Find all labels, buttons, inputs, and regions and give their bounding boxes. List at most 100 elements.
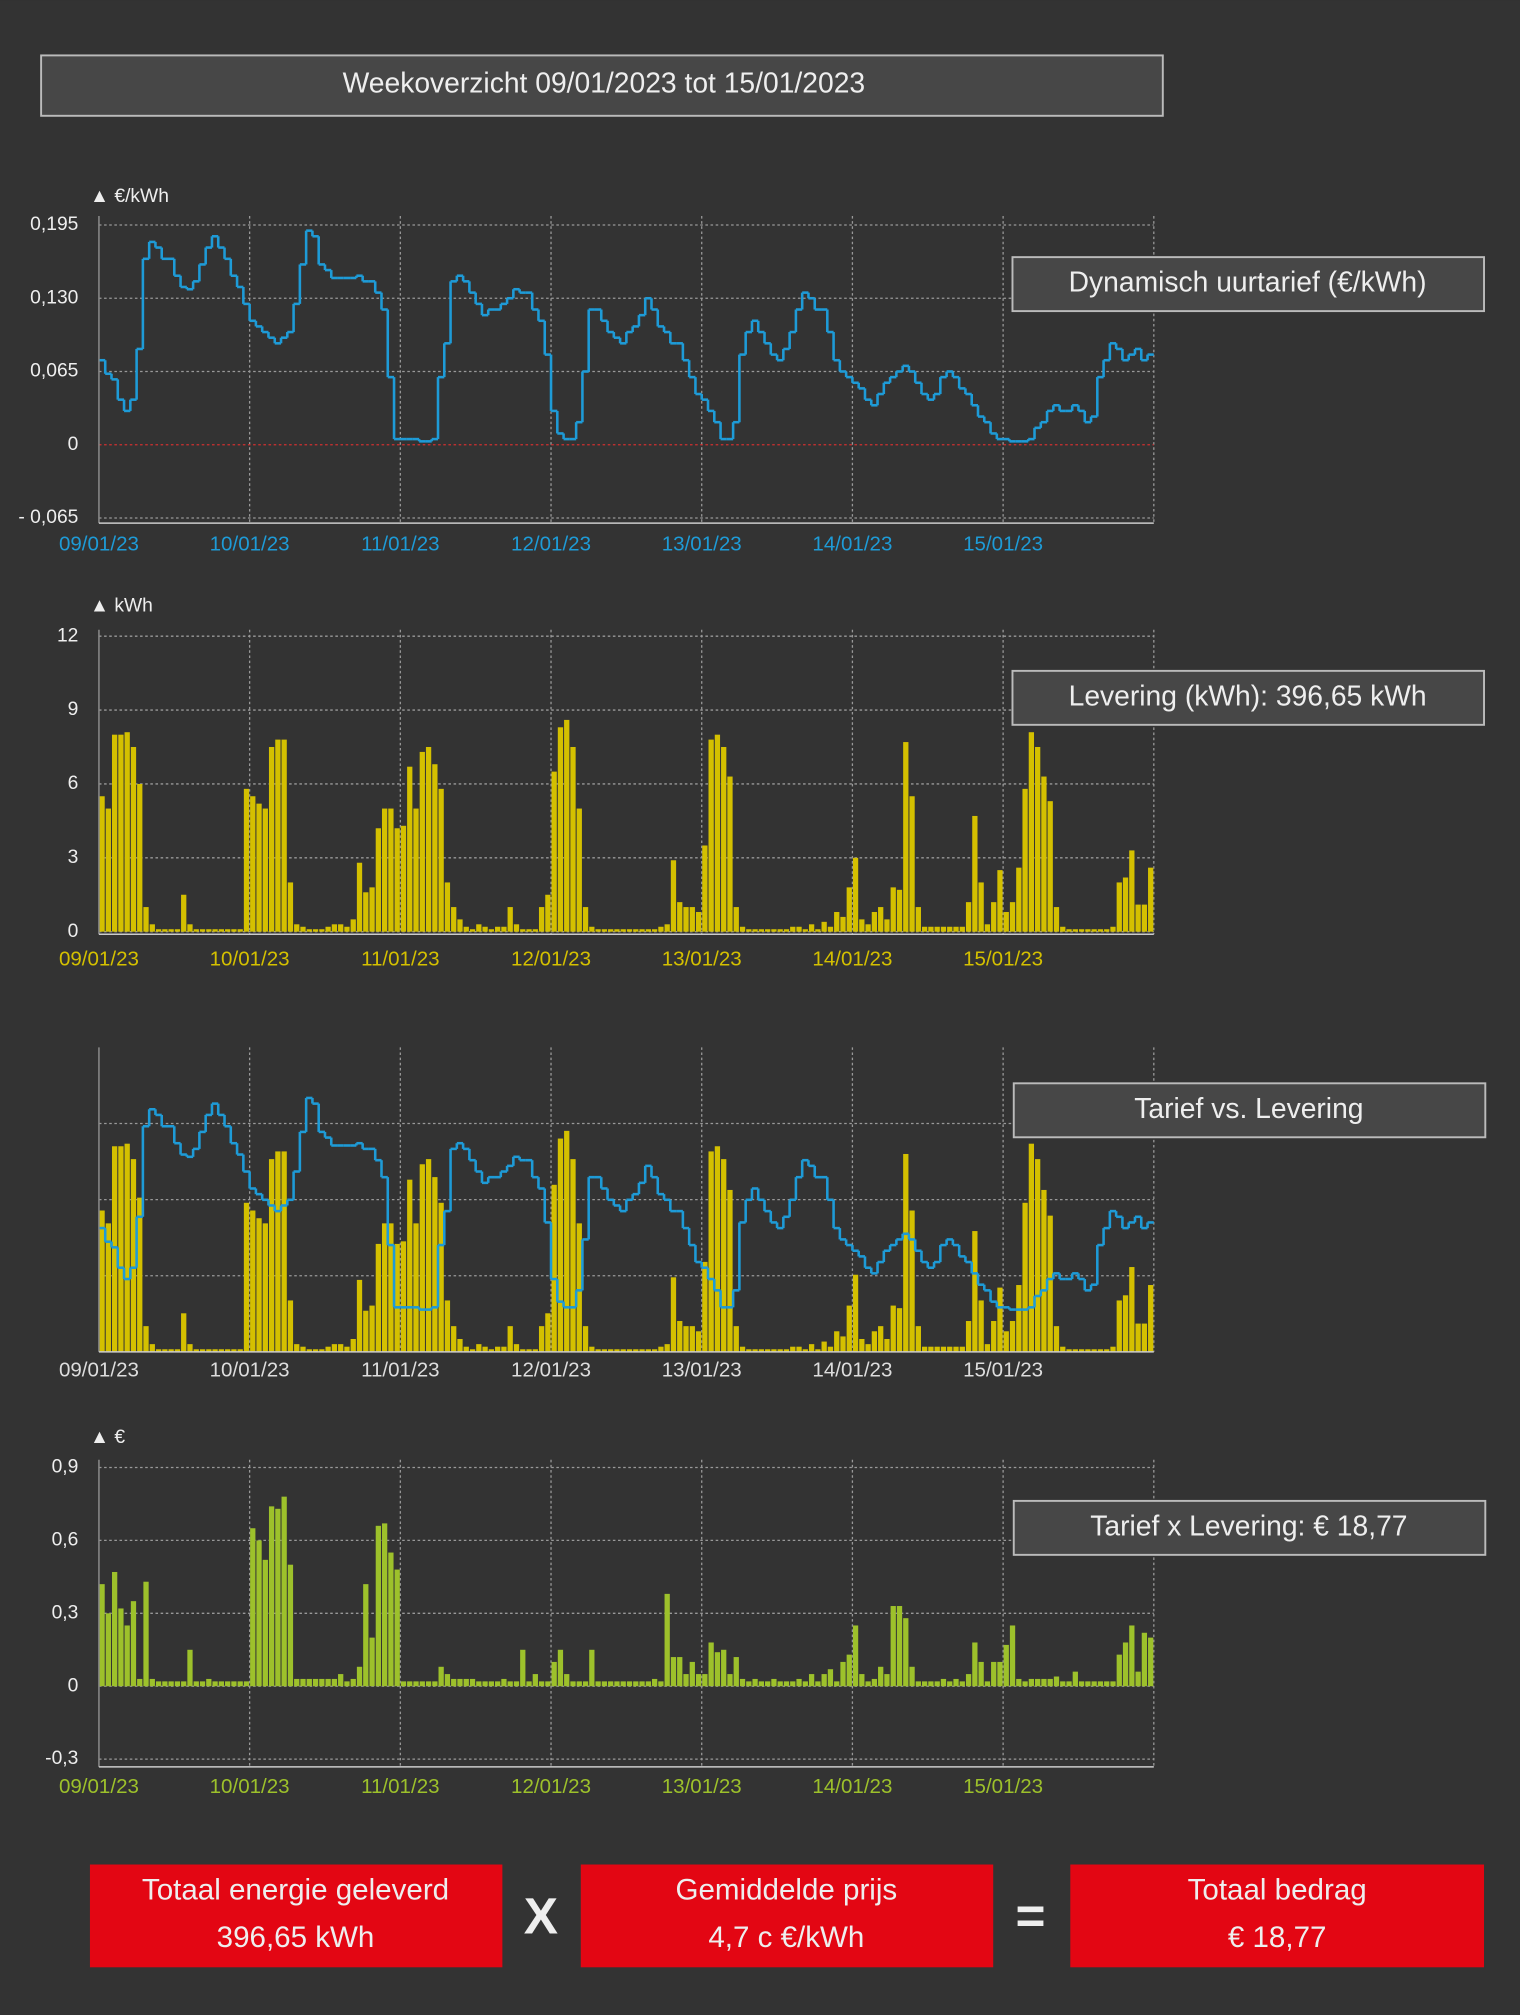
bar bbox=[1028, 732, 1035, 932]
bar bbox=[206, 1349, 212, 1352]
bar bbox=[218, 1349, 225, 1352]
bar bbox=[903, 1153, 909, 1352]
bar bbox=[438, 1666, 444, 1687]
bar bbox=[1141, 1323, 1148, 1352]
bar bbox=[928, 1681, 934, 1687]
bar bbox=[451, 1326, 457, 1352]
bar bbox=[551, 771, 557, 932]
bar bbox=[576, 1681, 582, 1687]
bar bbox=[237, 1681, 243, 1687]
bar bbox=[124, 1143, 130, 1352]
bar bbox=[871, 1331, 878, 1352]
bar bbox=[589, 1649, 595, 1687]
bar bbox=[300, 926, 306, 932]
bar bbox=[256, 1540, 262, 1687]
bar bbox=[595, 1349, 601, 1352]
bar bbox=[551, 1661, 557, 1687]
bar bbox=[432, 1177, 438, 1352]
bar bbox=[375, 1525, 381, 1687]
bar bbox=[344, 1681, 350, 1687]
bar bbox=[878, 1666, 884, 1687]
bar bbox=[771, 1349, 777, 1352]
bar bbox=[777, 1349, 783, 1352]
bar bbox=[664, 1344, 670, 1352]
bar bbox=[852, 1274, 859, 1352]
bar bbox=[765, 1349, 771, 1352]
y-tick-label: 0 bbox=[68, 1675, 79, 1696]
bar bbox=[934, 926, 940, 932]
y-tick-label: 9 bbox=[68, 699, 79, 720]
bar bbox=[432, 764, 438, 932]
summary-label: Totaal bedrag bbox=[1188, 1873, 1367, 1906]
bar bbox=[570, 746, 576, 932]
bar bbox=[840, 1661, 846, 1687]
bar bbox=[488, 929, 495, 932]
bar bbox=[476, 924, 482, 932]
bar bbox=[375, 828, 381, 932]
bar bbox=[394, 1243, 400, 1352]
x-tick-label: 10/01/23 bbox=[210, 1359, 290, 1382]
bar bbox=[1085, 1681, 1091, 1687]
bar bbox=[984, 924, 991, 932]
bar bbox=[1060, 1346, 1066, 1352]
bar bbox=[287, 1300, 294, 1352]
x-tick-label: 14/01/23 bbox=[812, 1359, 892, 1382]
y-tick-label: 12 bbox=[57, 625, 78, 646]
bar bbox=[105, 1223, 111, 1352]
bar bbox=[118, 1146, 124, 1352]
bar bbox=[338, 1344, 344, 1352]
bar bbox=[626, 929, 633, 932]
operator: X bbox=[524, 1886, 558, 1944]
bar bbox=[1066, 1349, 1072, 1352]
bar bbox=[369, 887, 375, 932]
bar bbox=[319, 1349, 325, 1352]
bar bbox=[1066, 929, 1072, 932]
x-tick-label: 12/01/23 bbox=[511, 947, 591, 970]
bar bbox=[972, 1231, 978, 1352]
bar bbox=[1129, 850, 1135, 932]
bar bbox=[1148, 867, 1154, 932]
bar bbox=[99, 796, 105, 932]
bar bbox=[451, 907, 457, 932]
bar bbox=[752, 1349, 758, 1352]
bar bbox=[507, 907, 513, 932]
bar bbox=[620, 929, 626, 932]
bar bbox=[695, 911, 702, 932]
bar bbox=[909, 1210, 915, 1352]
chart-title: Dynamisch uurtarief (€/kWh) bbox=[1069, 266, 1427, 298]
bar bbox=[695, 1674, 702, 1687]
bar bbox=[557, 727, 564, 932]
bar bbox=[702, 845, 708, 932]
bar bbox=[331, 1344, 338, 1352]
bar bbox=[771, 929, 777, 932]
bar bbox=[1129, 1625, 1135, 1687]
bar bbox=[137, 783, 143, 932]
bar bbox=[677, 902, 683, 932]
bar bbox=[225, 1349, 231, 1352]
bar bbox=[714, 1652, 721, 1687]
bar bbox=[651, 929, 658, 932]
bar bbox=[997, 1287, 1003, 1352]
bar bbox=[1097, 1349, 1104, 1352]
bar bbox=[350, 919, 356, 932]
bar bbox=[865, 924, 871, 932]
bar bbox=[1110, 926, 1116, 932]
bar bbox=[268, 746, 275, 932]
bar bbox=[130, 1601, 137, 1687]
bar bbox=[1028, 1143, 1035, 1352]
bar bbox=[890, 1305, 896, 1352]
bar bbox=[896, 1308, 903, 1352]
bar bbox=[765, 1681, 771, 1687]
bar bbox=[915, 907, 921, 932]
bar bbox=[1091, 1681, 1097, 1687]
bar bbox=[507, 1681, 513, 1687]
bar bbox=[532, 1349, 538, 1352]
bar bbox=[111, 734, 118, 932]
bar bbox=[1141, 1632, 1148, 1687]
bar bbox=[915, 1326, 921, 1352]
bar bbox=[608, 1681, 614, 1687]
bar bbox=[783, 929, 790, 932]
bar bbox=[595, 929, 601, 932]
bar bbox=[400, 825, 407, 932]
y-tick-label: 6 bbox=[68, 773, 79, 794]
